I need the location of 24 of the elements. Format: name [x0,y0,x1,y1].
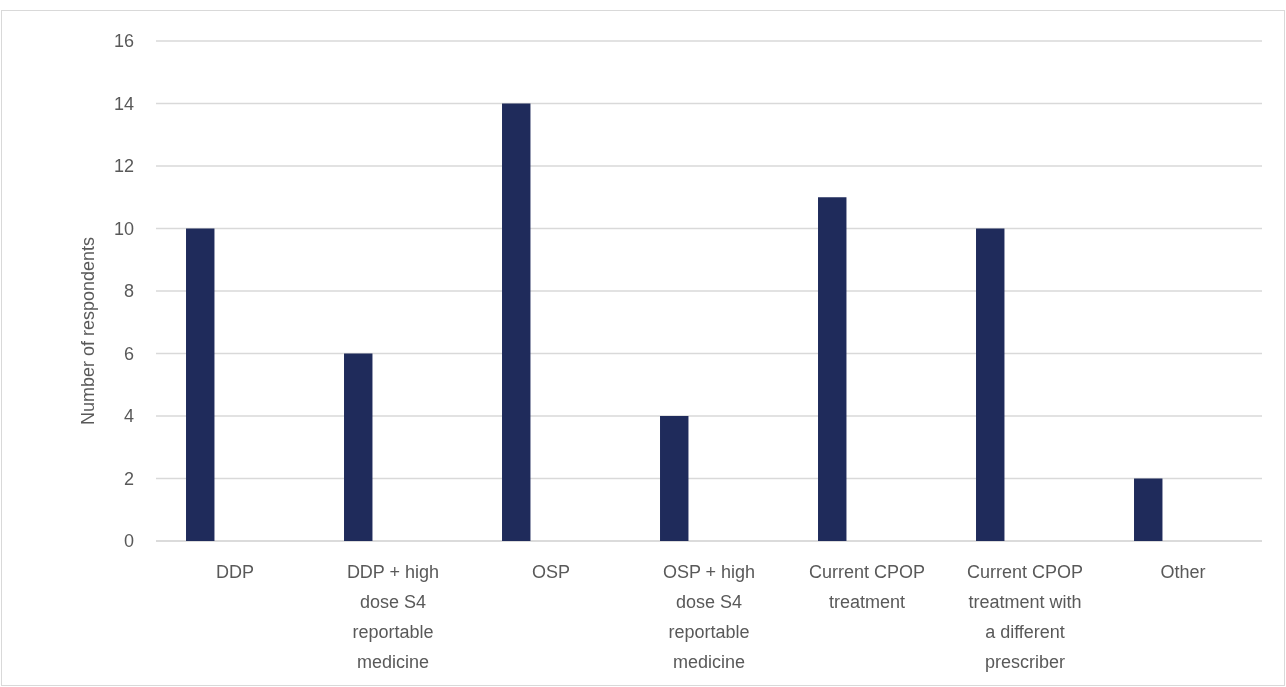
bar [344,353,373,541]
y-tick-label: 0 [123,531,134,552]
y-tick-label: 6 [123,343,134,364]
x-tick-label: Other [1160,562,1206,583]
y-tick-label: 12 [113,156,134,177]
x-tick-label: Current CPOP treatment with a different prescriber [966,562,1084,673]
x-tick-label: OSP [531,562,571,583]
bar [186,228,215,541]
bar [1134,478,1163,541]
bar [976,228,1005,541]
x-tick-label: DDP + high dose S4 reportable medicine [346,562,440,673]
y-tick-label: 8 [123,281,134,302]
y-tick-label: 10 [113,218,134,239]
x-tick-label: OSP + high dose S4 reportable medicine [662,562,756,673]
y-axis-title: Number of respondents [78,236,99,426]
bar [660,416,689,541]
y-tick-label: 16 [113,31,134,52]
bar [818,197,847,541]
y-tick-label: 14 [113,93,134,114]
x-tick-label: DDP [215,562,255,583]
y-tick-label: 2 [123,468,134,489]
x-tick-label: Current CPOP treatment [808,562,926,613]
bar [502,103,531,541]
y-tick-label: 4 [123,406,134,427]
